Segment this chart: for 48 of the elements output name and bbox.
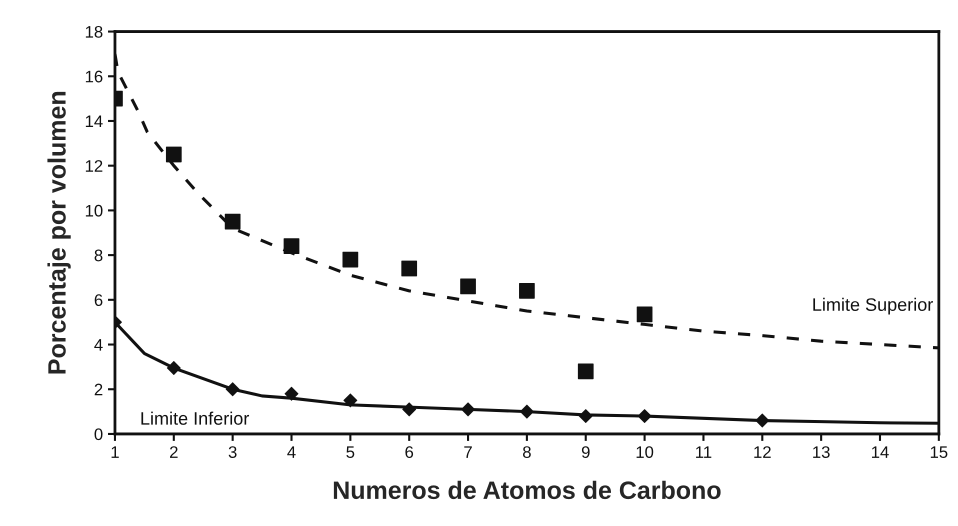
y-tick-label: 4 xyxy=(94,339,103,351)
x-tick-label: 6 xyxy=(405,446,414,458)
point xyxy=(638,409,652,424)
series-label: Limite Inferior xyxy=(141,412,250,425)
series-label: Limite Superior xyxy=(813,298,933,315)
x-tick-label: 5 xyxy=(346,446,354,458)
y-tick-label: 0 xyxy=(94,428,103,440)
x-tick-label: 12 xyxy=(754,446,771,458)
point xyxy=(636,306,652,322)
y-tick-label: 10 xyxy=(86,204,103,217)
point xyxy=(343,393,358,408)
point xyxy=(578,363,594,380)
x-tick-label: 8 xyxy=(522,446,531,458)
y-tick-label: 14 xyxy=(86,116,103,128)
point xyxy=(402,402,416,416)
x-tick-label: 2 xyxy=(170,446,178,458)
y-tick-label: 8 xyxy=(94,250,102,262)
x-tick-label: 14 xyxy=(872,446,889,458)
point xyxy=(284,386,298,401)
point xyxy=(401,260,418,276)
x-tick-label: 4 xyxy=(287,446,296,458)
y-tick-label: 6 xyxy=(94,294,102,306)
x-tick-label: 15 xyxy=(930,446,948,458)
point xyxy=(224,214,241,230)
point xyxy=(578,409,593,424)
point xyxy=(342,252,358,268)
y-tick-label: 2 xyxy=(94,384,102,396)
x-tick-label: 13 xyxy=(813,446,830,458)
x-tick-label: 3 xyxy=(228,446,237,458)
point xyxy=(226,382,240,396)
point xyxy=(519,283,535,299)
y-tick-label: 18 xyxy=(86,26,102,38)
point xyxy=(460,278,476,294)
point xyxy=(461,402,476,416)
x-tick-label: 11 xyxy=(696,446,712,458)
x-tick-label: 1 xyxy=(112,446,119,458)
x-tick-label: 7 xyxy=(464,446,472,458)
point xyxy=(755,414,770,428)
y-tick-label: 12 xyxy=(86,160,102,172)
y-tick-label: 16 xyxy=(86,70,102,82)
point xyxy=(166,146,182,162)
y-axis-title: Porcentaje por volumen xyxy=(47,92,71,374)
point xyxy=(284,238,300,254)
x-axis-title: Numeros de Atomos de Carbono xyxy=(334,480,721,500)
x-tick-label: 10 xyxy=(636,446,654,458)
x-tick-label: 9 xyxy=(582,446,590,458)
point xyxy=(166,361,181,375)
point xyxy=(520,404,534,419)
